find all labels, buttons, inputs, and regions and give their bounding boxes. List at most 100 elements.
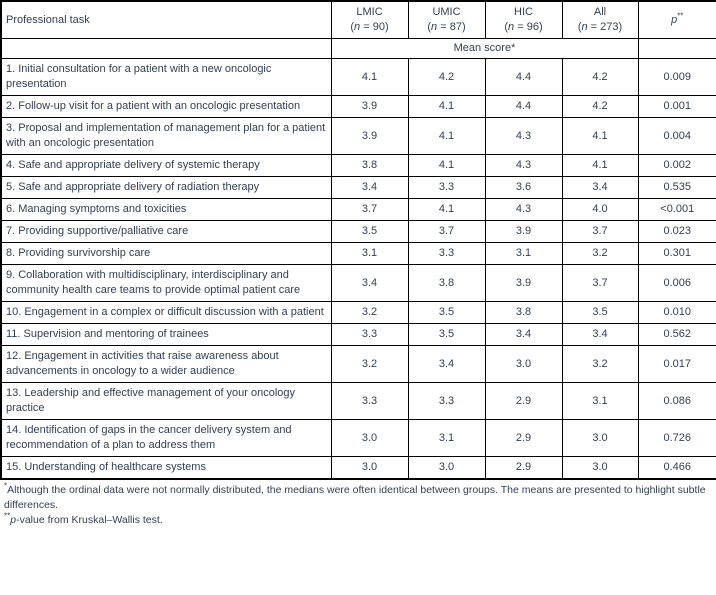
score-cell-all: 3.2 <box>561 242 639 265</box>
score-cell-all: 4.1 <box>561 117 639 155</box>
group-n: (n = 87) <box>427 21 466 33</box>
score-cell-hic: 4.3 <box>484 198 563 221</box>
p-value-cell: 0.001 <box>637 95 716 118</box>
score-cell-hic: 3.9 <box>484 264 563 302</box>
score-cell-lmic: 3.0 <box>330 419 409 457</box>
score-cell-lmic: 3.4 <box>330 176 409 199</box>
score-cell-umic: 4.2 <box>407 58 486 96</box>
p-value-cell: 0.301 <box>637 242 716 265</box>
task-cell: 4. Safe and appropriate delivery of syst… <box>0 154 332 177</box>
score-cell-all: 4.2 <box>561 95 639 118</box>
mean-row-empty-left <box>0 38 332 59</box>
score-cell-all: 4.0 <box>561 198 639 221</box>
score-cell-hic: 3.9 <box>484 220 563 243</box>
task-cell: 5. Safe and appropriate delivery of radi… <box>0 176 332 199</box>
score-cell-umic: 3.3 <box>407 176 486 199</box>
score-cell-all: 4.2 <box>561 58 639 96</box>
score-cell-umic: 3.3 <box>407 242 486 265</box>
task-cell: 14. Identification of gaps in the cancer… <box>0 419 332 457</box>
professional-task-scores-table: Professional task LMIC (n = 90) UMIC (n … <box>0 0 716 480</box>
score-cell-hic: 3.0 <box>484 345 563 383</box>
group-label: UMIC <box>432 6 461 18</box>
score-cell-lmic: 3.2 <box>330 345 409 383</box>
header-row: Professional task LMIC (n = 90) UMIC (n … <box>0 0 716 39</box>
p-value-cell: <0.001 <box>637 198 716 221</box>
score-cell-umic: 4.1 <box>407 117 486 155</box>
table-row: 13. Leadership and effective management … <box>0 382 716 420</box>
score-cell-lmic: 3.2 <box>330 301 409 324</box>
group-label: All <box>593 6 607 18</box>
mean-score-row: Mean score* <box>0 38 716 59</box>
score-cell-lmic: 3.8 <box>330 154 409 177</box>
column-header-all: All (n = 273) <box>561 0 639 39</box>
task-cell: 2. Follow-up visit for a patient with an… <box>0 95 332 118</box>
score-cell-all: 3.7 <box>561 220 639 243</box>
score-cell-lmic: 3.3 <box>330 323 409 346</box>
score-cell-hic: 2.9 <box>484 419 563 457</box>
table-row: 7. Providing supportive/palliative care … <box>0 220 716 243</box>
score-cell-hic: 4.4 <box>484 95 563 118</box>
score-cell-hic: 3.6 <box>484 176 563 199</box>
score-cell-lmic: 3.7 <box>330 198 409 221</box>
score-cell-hic: 4.3 <box>484 117 563 155</box>
score-cell-all: 3.0 <box>561 419 639 457</box>
score-cell-umic: 3.1 <box>407 419 486 457</box>
table-row: 1. Initial consultation for a patient wi… <box>0 58 716 96</box>
score-cell-all: 3.5 <box>561 301 639 324</box>
table-row: 4. Safe and appropriate delivery of syst… <box>0 154 716 177</box>
score-cell-umic: 3.4 <box>407 345 486 383</box>
score-cell-umic: 4.1 <box>407 154 486 177</box>
score-cell-lmic: 3.9 <box>330 95 409 118</box>
score-cell-umic: 3.0 <box>407 456 486 480</box>
score-cell-lmic: 3.5 <box>330 220 409 243</box>
score-cell-hic: 3.4 <box>484 323 563 346</box>
task-cell: 8. Providing survivorship care <box>0 242 332 265</box>
task-cell: 11. Supervision and mentoring of trainee… <box>0 323 332 346</box>
table-row: 2. Follow-up visit for a patient with an… <box>0 95 716 118</box>
score-cell-all: 3.7 <box>561 264 639 302</box>
score-cell-umic: 3.3 <box>407 382 486 420</box>
task-cell: 3. Proposal and implementation of manage… <box>0 117 332 155</box>
table-row: 8. Providing survivorship care 3.1 3.3 3… <box>0 242 716 265</box>
column-header-umic: UMIC (n = 87) <box>407 0 486 39</box>
score-cell-all: 3.1 <box>561 382 639 420</box>
score-cell-lmic: 3.0 <box>330 456 409 480</box>
table-row: 6. Managing symptoms and toxicities 3.7 … <box>0 198 716 221</box>
p-value-cell: 0.562 <box>637 323 716 346</box>
score-cell-hic: 4.3 <box>484 154 563 177</box>
column-header-task: Professional task <box>0 0 332 39</box>
task-cell: 1. Initial consultation for a patient wi… <box>0 58 332 96</box>
table-row: 9. Collaboration with multidisciplinary,… <box>0 264 716 302</box>
score-cell-all: 3.4 <box>561 176 639 199</box>
p-value-cell: 0.466 <box>637 456 716 480</box>
table-row: 10. Engagement in a complex or difficult… <box>0 301 716 324</box>
score-cell-lmic: 4.1 <box>330 58 409 96</box>
score-cell-lmic: 3.3 <box>330 382 409 420</box>
p-value-cell: 0.010 <box>637 301 716 324</box>
p-value-cell: 0.023 <box>637 220 716 243</box>
table-row: 3. Proposal and implementation of manage… <box>0 117 716 155</box>
score-cell-all: 4.1 <box>561 154 639 177</box>
footnote-means-explanation: *Although the ordinal data were not norm… <box>4 481 706 511</box>
p-value-cell: 0.726 <box>637 419 716 457</box>
p-value-cell: 0.004 <box>637 117 716 155</box>
table-footnotes: *Although the ordinal data were not norm… <box>0 480 716 528</box>
score-cell-hic: 3.1 <box>484 242 563 265</box>
task-cell: 15. Understanding of healthcare systems <box>0 456 332 480</box>
p-value-cell: 0.017 <box>637 345 716 383</box>
score-cell-lmic: 3.1 <box>330 242 409 265</box>
score-cell-lmic: 3.9 <box>330 117 409 155</box>
paper-table-page: Professional task LMIC (n = 90) UMIC (n … <box>0 0 716 528</box>
table-row: 11. Supervision and mentoring of trainee… <box>0 323 716 346</box>
p-value-cell: 0.086 <box>637 382 716 420</box>
score-cell-umic: 3.5 <box>407 323 486 346</box>
score-cell-umic: 4.1 <box>407 198 486 221</box>
double-asterisk-marker: ** <box>4 511 11 521</box>
table-row: 14. Identification of gaps in the cancer… <box>0 419 716 457</box>
score-cell-all: 3.4 <box>561 323 639 346</box>
group-label: HIC <box>514 6 533 18</box>
table-row: 15. Understanding of healthcare systems … <box>0 456 716 480</box>
task-cell: 13. Leadership and effective management … <box>0 382 332 420</box>
score-cell-umic: 3.7 <box>407 220 486 243</box>
table-row: 12. Engagement in activities that raise … <box>0 345 716 383</box>
